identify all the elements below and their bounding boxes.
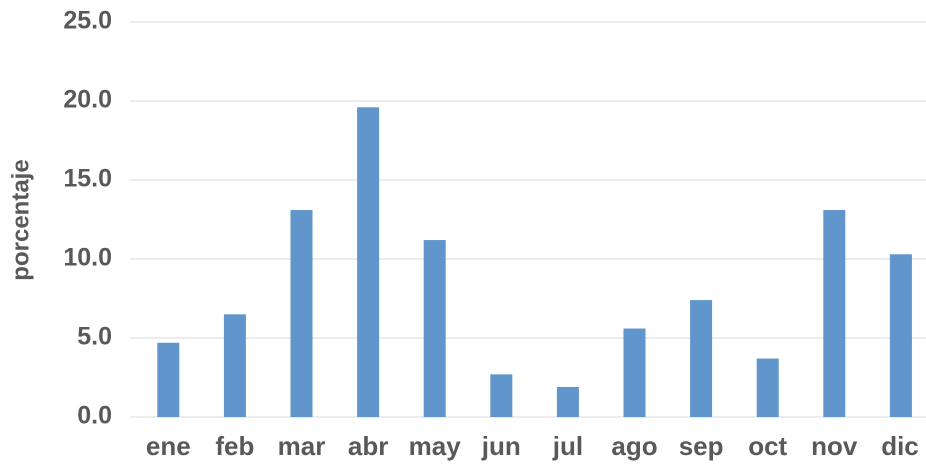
bar [423, 240, 446, 417]
x-tick-label: dic [881, 431, 919, 461]
x-tick-label: mar [278, 431, 326, 461]
x-tick-label: oct [748, 431, 787, 461]
x-tick-label: abr [348, 431, 388, 461]
bar [690, 300, 713, 417]
y-tick-label: 15.0 [63, 165, 112, 193]
bar [889, 254, 912, 417]
x-tick-label: ago [611, 431, 657, 461]
bar [756, 358, 779, 417]
x-tick-label: feb [215, 431, 254, 461]
x-tick-label: ene [146, 431, 191, 461]
y-tick-label: 5.0 [77, 323, 112, 351]
y-tick-label: 25.0 [63, 7, 112, 35]
bar [556, 386, 579, 417]
y-tick-label: 0.0 [77, 402, 112, 430]
x-tick-label: jun [481, 431, 521, 461]
bar [157, 342, 180, 417]
bar [290, 210, 313, 417]
bar [357, 107, 380, 417]
x-tick-label: jul [552, 431, 583, 461]
y-tick-label: 20.0 [63, 86, 112, 114]
x-tick-label: may [409, 431, 462, 461]
x-tick-label: sep [679, 431, 724, 461]
y-axis-label: porcentaje [7, 159, 34, 280]
y-tick-label: 10.0 [63, 244, 112, 272]
bar [623, 328, 646, 417]
x-tick-label: nov [811, 431, 858, 461]
bar [823, 210, 846, 417]
bar [223, 314, 246, 417]
bar [490, 374, 513, 417]
